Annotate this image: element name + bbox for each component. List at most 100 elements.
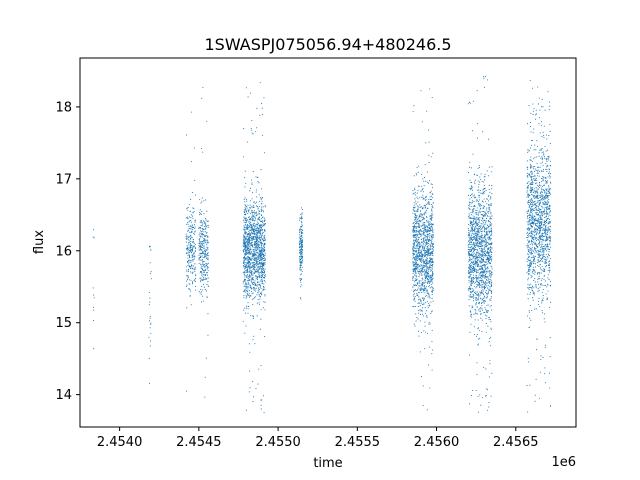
data-point [242, 246, 245, 248]
data-point [527, 284, 529, 286]
data-point [537, 303, 539, 306]
data-point [259, 114, 261, 116]
data-point [192, 248, 194, 250]
data-point [422, 267, 424, 269]
data-point [420, 292, 422, 294]
data-point [251, 287, 253, 289]
data-point [244, 214, 246, 216]
data-point [251, 253, 253, 255]
data-point [419, 247, 421, 249]
data-point [244, 248, 246, 250]
data-point [431, 218, 433, 220]
data-point [471, 224, 473, 226]
data-point [415, 241, 417, 243]
data-point [413, 274, 415, 276]
data-point [473, 205, 475, 207]
data-point [470, 241, 472, 243]
data-point [419, 241, 421, 243]
data-point [473, 238, 475, 240]
data-point [490, 305, 492, 307]
data-point [431, 253, 433, 255]
data-point [255, 201, 258, 203]
data-point [203, 260, 205, 263]
data-point [418, 255, 420, 257]
data-point [489, 363, 491, 365]
data-point [430, 290, 433, 292]
data-point [478, 202, 480, 204]
data-point [469, 269, 471, 271]
data-point [487, 287, 489, 289]
data-point [481, 204, 483, 206]
data-point [431, 270, 434, 273]
data-point [422, 257, 424, 259]
data-point [423, 289, 426, 292]
data-point [468, 261, 470, 263]
data-point [198, 227, 200, 229]
data-point [248, 293, 250, 295]
data-point [475, 263, 477, 265]
data-point [490, 282, 492, 284]
data-point [261, 272, 263, 274]
data-point [245, 282, 247, 284]
data-point [472, 300, 475, 302]
data-point [479, 287, 481, 289]
data-point [490, 204, 492, 206]
data-point [484, 237, 486, 239]
data-point [431, 264, 434, 266]
data-point [301, 215, 303, 217]
data-point [259, 284, 261, 286]
data-point [475, 303, 477, 305]
data-point [187, 276, 189, 278]
data-point [413, 204, 415, 206]
data-point [252, 204, 254, 206]
data-point [257, 272, 259, 274]
data-point [426, 292, 428, 295]
data-point [150, 271, 152, 273]
data-point [485, 270, 487, 272]
data-point [191, 245, 193, 247]
data-point [474, 183, 476, 185]
data-point [426, 229, 428, 231]
data-point [299, 246, 301, 248]
data-point [255, 223, 257, 225]
data-point [416, 196, 418, 198]
data-point [206, 220, 208, 222]
data-point [244, 186, 246, 188]
data-point [245, 87, 247, 89]
data-point [253, 235, 255, 237]
data-point [258, 237, 260, 239]
data-point [480, 257, 482, 259]
data-point [258, 254, 260, 256]
data-point [431, 193, 433, 195]
data-point [192, 228, 194, 230]
data-point [299, 232, 301, 234]
data-point [412, 258, 414, 260]
data-point [478, 210, 480, 212]
data-point [251, 226, 253, 228]
data-point [480, 275, 483, 277]
data-point [471, 269, 473, 271]
data-point [425, 242, 427, 244]
data-point [541, 284, 543, 286]
data-point [300, 273, 302, 275]
data-point [528, 310, 530, 312]
data-point [248, 243, 250, 245]
data-point [416, 240, 418, 242]
data-point [243, 260, 245, 262]
data-point [260, 269, 262, 271]
data-point [414, 187, 416, 189]
data-point [191, 111, 193, 113]
data-point [533, 194, 535, 196]
data-point [189, 268, 192, 270]
data-point [429, 260, 431, 262]
data-point [258, 248, 260, 250]
data-point [205, 222, 207, 224]
data-point [488, 194, 490, 196]
data-point [301, 225, 303, 227]
data-point [202, 220, 204, 222]
data-point [299, 249, 301, 251]
data-point [199, 209, 201, 211]
data-point [206, 120, 208, 122]
data-point [187, 246, 189, 248]
data-point [200, 271, 203, 273]
